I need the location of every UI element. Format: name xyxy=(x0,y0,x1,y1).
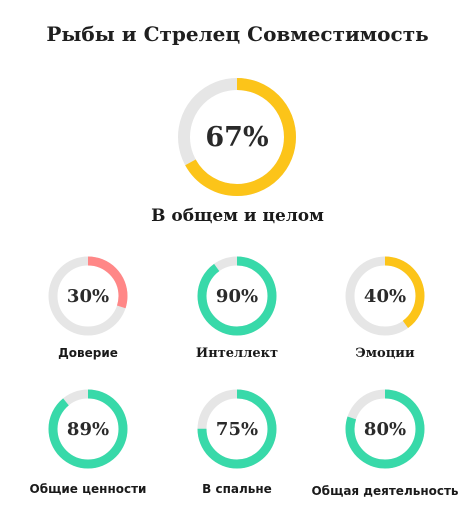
shared-activity-gauge: 80% xyxy=(345,389,425,469)
trust-gauge: 30% xyxy=(48,256,128,336)
shared-values-gauge-value: 89% xyxy=(66,418,110,440)
shared-activity-gauge-arc xyxy=(345,389,425,469)
trust-gauge-value: 30% xyxy=(66,285,110,307)
emotions-gauge-value: 40% xyxy=(363,285,407,307)
intellect-gauge-ring xyxy=(197,256,277,336)
intellect-gauge-value: 90% xyxy=(215,285,259,307)
overall-gauge-ring xyxy=(178,78,296,196)
emotions-caption: Эмоции xyxy=(355,346,415,361)
overall-gauge-arc xyxy=(178,78,296,196)
shared-values-gauge-arc xyxy=(48,389,128,469)
intellect-gauge: 90% xyxy=(197,256,277,336)
bedroom-gauge-value: 75% xyxy=(215,418,259,440)
shared-activity-caption: Общая деятельность xyxy=(311,484,459,498)
overall-gauge: 67% xyxy=(176,76,298,198)
shared-values-gauge-ring xyxy=(48,389,128,469)
shared-values-gauge: 89% xyxy=(48,389,128,469)
overall-caption: В общем и целом xyxy=(151,206,324,226)
bedroom-gauge-arc xyxy=(197,389,277,469)
shared-activity-gauge-value: 80% xyxy=(363,418,407,440)
trust-gauge-arc xyxy=(48,256,128,336)
bedroom-caption: В спальне xyxy=(202,482,272,496)
emotions-gauge: 40% xyxy=(345,256,425,336)
trust-caption: Доверие xyxy=(58,346,118,360)
intellect-caption: Интеллект xyxy=(195,346,279,361)
trust-gauge-ring xyxy=(48,256,128,336)
bedroom-gauge: 75% xyxy=(197,389,277,469)
emotions-gauge-arc xyxy=(345,256,425,336)
emotions-gauge-ring xyxy=(345,256,425,336)
page-title: Рыбы и Стрелец Совместимость xyxy=(46,22,429,46)
intellect-gauge-arc xyxy=(197,256,277,336)
shared-activity-gauge-ring xyxy=(345,389,425,469)
shared-values-caption: Общие ценности xyxy=(29,482,147,496)
overall-gauge-value: 67% xyxy=(205,121,269,153)
bedroom-gauge-ring xyxy=(197,389,277,469)
